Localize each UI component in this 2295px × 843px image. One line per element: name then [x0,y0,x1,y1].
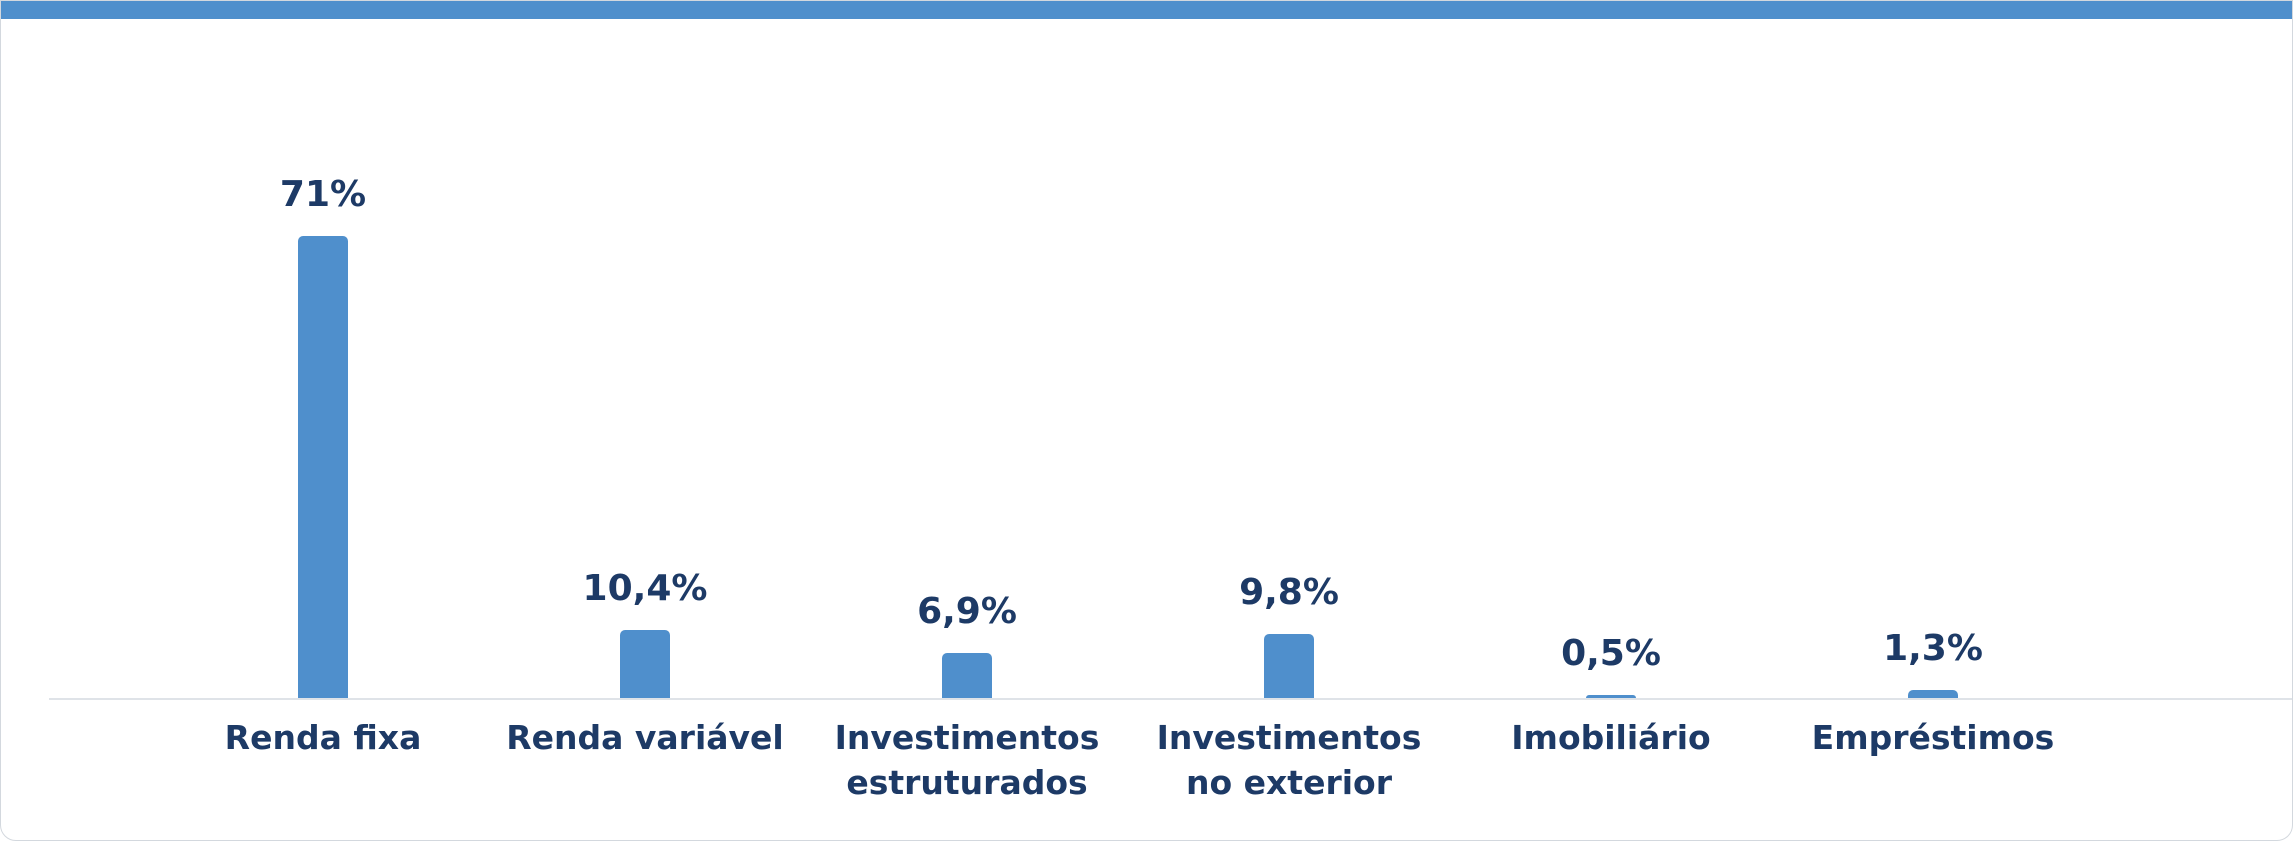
category-label: Investimentos estruturados [834,718,1100,802]
bar [942,653,992,698]
category-label: Renda fixa [224,718,422,757]
bar [620,630,670,698]
value-label: 9,8% [1239,572,1339,614]
category-label: Renda variável [506,718,784,757]
value-label: 10,4% [582,568,708,610]
bar [298,235,348,698]
value-label: 0,5% [1561,632,1661,674]
value-label: 6,9% [917,591,1017,633]
category-label: Investimentos no exterior [1156,718,1422,802]
value-label: 1,3% [1883,627,1983,669]
category-label: Empréstimos [1811,718,2055,757]
bar [1908,689,1958,698]
baseline [49,698,2292,700]
header-strip [1,1,2292,19]
category-label: Imobiliário [1511,718,1711,757]
bar [1586,694,1636,698]
value-label: 71% [279,173,367,215]
bar [1264,634,1314,698]
